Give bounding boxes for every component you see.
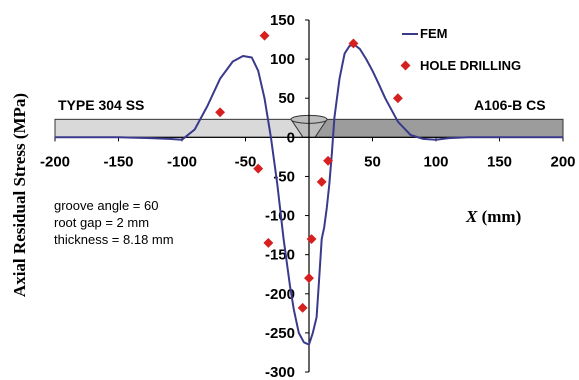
y-tick-label: 150 [270, 12, 295, 29]
y-tick-label: 100 [270, 51, 295, 68]
right-material-label: A106-B CS [474, 97, 546, 113]
hole-drilling-point [259, 30, 270, 41]
y-tick-label: 50 [278, 90, 295, 107]
plate-right-a106b [309, 118, 564, 138]
y-tick-label: -200 [265, 286, 295, 303]
tick-labels-layer: 150 100 50 0 -50 -100 -150 -200 -250 -300 -200 -150… [40, 12, 576, 380]
legend: FEM HOLE DRILLING [400, 26, 521, 73]
hole-drilling-point [263, 237, 274, 248]
y-tick-label: -50 [273, 168, 295, 185]
x-axis-symbol: X [465, 207, 478, 226]
hole-drilling-point [316, 176, 327, 187]
groove-angle-note: groove angle = 60 [54, 198, 158, 213]
x-axis-label: X (mm) [465, 207, 521, 226]
hole-drilling-point [392, 93, 403, 104]
plate-left-304ss [54, 118, 311, 138]
x-tick-label: -100 [167, 153, 197, 170]
hole-drilling-point [253, 163, 264, 174]
left-material-label: TYPE 304 SS [58, 97, 144, 113]
x-tick-label: 150 [487, 153, 512, 170]
y-tick-label: -250 [265, 325, 295, 342]
x-tick-label: 50 [364, 153, 381, 170]
y-axis-label: Axial Residual Stress (MPa) [10, 93, 29, 297]
legend-hole-drilling-marker [400, 60, 411, 71]
x-tick-label: -150 [103, 153, 133, 170]
hole-drilling-point [323, 155, 333, 166]
hole-drilling-point [297, 302, 308, 313]
x-tick-label: 100 [423, 153, 448, 170]
y-tick-label: -300 [265, 364, 295, 380]
weld-plate-layer [54, 114, 564, 138]
x-tick-label: -200 [40, 153, 70, 170]
x-tick-label: -50 [235, 153, 257, 170]
thickness-note: thickness = 8.18 mm [54, 232, 174, 247]
x-axis-unit: (mm) [477, 207, 521, 226]
legend-fem-label: FEM [420, 26, 447, 41]
legend-hole-drilling-label: HOLE DRILLING [420, 58, 521, 73]
hole-drilling-point [215, 107, 226, 118]
y-tick-label: 0 [287, 129, 295, 146]
x-tick-label: 200 [550, 153, 575, 170]
hole-drilling-point [306, 234, 317, 244]
y-tick-label: -150 [265, 247, 295, 264]
hole-drilling-point [304, 273, 314, 284]
root-gap-note: root gap = 2 mm [54, 215, 149, 230]
fem-curve [55, 44, 563, 346]
series-layer [55, 30, 563, 346]
